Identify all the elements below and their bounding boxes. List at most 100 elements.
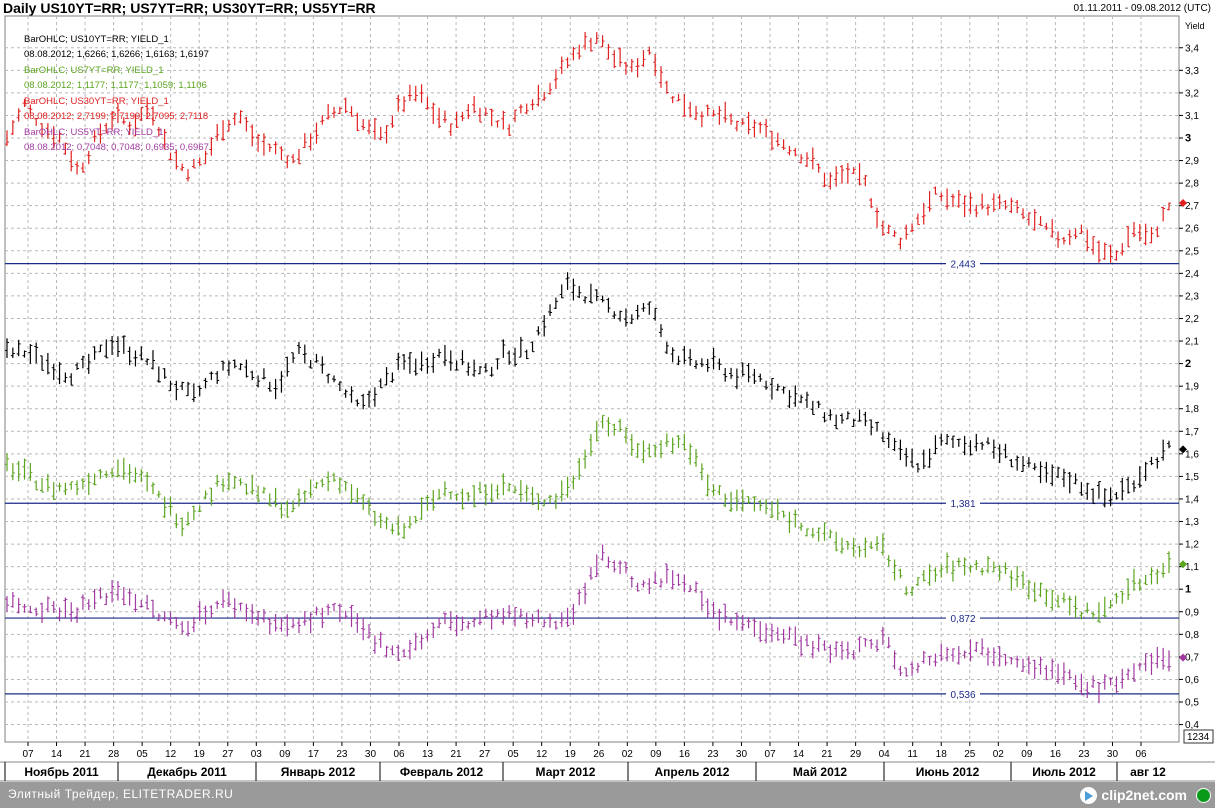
x-tick-label: 27 bbox=[479, 749, 491, 760]
x-tick-label: 13 bbox=[422, 749, 434, 760]
x-tick-label: 30 bbox=[1107, 749, 1119, 760]
x-tick-label: 16 bbox=[1050, 749, 1062, 760]
y-tick-label: 1,7 bbox=[1185, 427, 1199, 438]
reference-label: 2,443 bbox=[950, 260, 975, 271]
status-dot-icon bbox=[1196, 788, 1211, 803]
ohlc-chart[interactable]: 0,4 0,5 0,6 0,7 0,8 0,9 1 1,1 1,2 1,3 1,4 1,5 1,6 1,7… bbox=[0, 0, 1215, 782]
legend-series-values: 08.08.2012; 1,1177; 1,1177; 1,1059; 1,11… bbox=[24, 80, 207, 91]
month-label: Ноябрь 2011 bbox=[24, 765, 99, 779]
y-tick-label: 2,6 bbox=[1185, 224, 1199, 235]
month-label: авг 12 bbox=[1130, 765, 1166, 779]
volume-label: 1234 bbox=[1187, 732, 1210, 743]
reference-label: 1,381 bbox=[950, 499, 975, 510]
y-tick-label: 0,5 bbox=[1185, 698, 1199, 709]
y-tick-label: 1,9 bbox=[1185, 382, 1199, 393]
y-tick-label: 2,4 bbox=[1185, 269, 1199, 280]
y-tick-label: 3,2 bbox=[1185, 88, 1199, 99]
y-tick-label: 3 bbox=[1185, 133, 1191, 145]
series-us5 bbox=[5, 544, 1171, 704]
y-tick-label: 1,5 bbox=[1185, 472, 1199, 483]
series-us7 bbox=[5, 414, 1171, 623]
last-value-marker bbox=[1179, 445, 1187, 454]
legend-series-label: BarOHLC; US5YT=RR; YIELD_1 bbox=[24, 127, 163, 138]
y-tick-label: 2,8 bbox=[1185, 179, 1199, 190]
x-tick-label: 30 bbox=[365, 749, 377, 760]
date-range: 01.11.2011 - 09.08.2012 (UTC) bbox=[1073, 3, 1212, 14]
y-tick-label: 2,7 bbox=[1185, 201, 1199, 212]
y-tick-label: 2,3 bbox=[1185, 291, 1199, 302]
y-tick-label: 2,5 bbox=[1185, 246, 1199, 257]
x-axis: 07 14 21 28 05 12 19 27 03 09 17 23 30 06 13 21 27 05 12 19… bbox=[0, 742, 1215, 782]
x-tick-label: 19 bbox=[565, 749, 577, 760]
x-tick-label: 14 bbox=[793, 749, 805, 760]
x-tick-label: 04 bbox=[879, 749, 891, 760]
legend-series-values: 08.08.2012; 1,6266; 1,6266; 1,6163; 1,61… bbox=[24, 49, 209, 60]
x-tick-label: 28 bbox=[108, 749, 120, 760]
legend-series-label: BarOHLC; US7YT=RR; YIELD_1 bbox=[24, 65, 163, 76]
legend-series-values: 08.08.2012; 2,7199; 2,7199; 2,7095; 2,71… bbox=[24, 111, 208, 122]
reference-label-bg bbox=[946, 497, 980, 510]
y-tick-label: 2,9 bbox=[1185, 156, 1199, 167]
x-tick-label: 05 bbox=[508, 749, 520, 760]
y-tick-label: 3,4 bbox=[1185, 43, 1199, 54]
last-value-markers bbox=[1179, 199, 1187, 662]
reference-label: 0,536 bbox=[950, 690, 975, 701]
reference-label-bg bbox=[946, 687, 980, 700]
y-tick-label: 1,1 bbox=[1185, 562, 1199, 573]
y-tick-label: 0,4 bbox=[1185, 720, 1199, 731]
month-label: Июль 2012 bbox=[1032, 765, 1096, 779]
y-tick-label: 1,2 bbox=[1185, 540, 1199, 551]
y-tick-label: 0,6 bbox=[1185, 675, 1199, 686]
grid-lines bbox=[5, 16, 1179, 742]
x-tick-label: 23 bbox=[707, 749, 719, 760]
x-tick-label: 09 bbox=[650, 749, 662, 760]
x-tick-label: 27 bbox=[222, 749, 234, 760]
x-tick-label: 16 bbox=[679, 749, 691, 760]
month-label: Июнь 2012 bbox=[916, 765, 980, 779]
play-arrow-icon bbox=[1080, 786, 1098, 804]
x-tick-label: 23 bbox=[1078, 749, 1090, 760]
last-value-marker bbox=[1179, 653, 1187, 662]
legend: BarOHLC; US10YT=RR; YIELD_1 08.08.2012; 1… bbox=[24, 34, 209, 153]
chart-title: Daily US10YT=RR; US7YT=RR; US30YT=RR; US… bbox=[3, 0, 376, 16]
series-us10 bbox=[5, 272, 1171, 508]
x-tick-label: 05 bbox=[137, 749, 149, 760]
y-tick-label: 2,2 bbox=[1185, 314, 1199, 325]
reference-label-bg bbox=[946, 612, 980, 625]
x-tick-label: 17 bbox=[308, 749, 320, 760]
x-tick-label: 06 bbox=[1135, 749, 1147, 760]
x-tick-label: 02 bbox=[993, 749, 1005, 760]
legend-series-label: BarOHLC; US30YT=RR; YIELD_1 bbox=[24, 96, 169, 107]
footer-text: Элитный Трейдер, ELITETRADER.RU bbox=[8, 787, 234, 801]
x-tick-label: 09 bbox=[1021, 749, 1033, 760]
x-tick-label: 30 bbox=[736, 749, 748, 760]
x-tick-label: 12 bbox=[536, 749, 548, 760]
y-tick-label: 0,8 bbox=[1185, 630, 1199, 641]
clip2net-logo[interactable]: clip2net.com bbox=[1080, 785, 1187, 805]
x-tick-label: 12 bbox=[165, 749, 177, 760]
y-tick-label: 3,3 bbox=[1185, 66, 1199, 77]
y-tick-label: 1 bbox=[1185, 584, 1191, 596]
month-label: Май 2012 bbox=[793, 765, 848, 779]
y-tick-label: 2,1 bbox=[1185, 337, 1199, 348]
x-tick-label: 02 bbox=[622, 749, 634, 760]
y-tick-label: 1,6 bbox=[1185, 449, 1199, 460]
month-label: Декабрь 2011 bbox=[147, 765, 227, 779]
x-tick-label: 07 bbox=[764, 749, 776, 760]
x-tick-label: 03 bbox=[251, 749, 263, 760]
last-value-marker bbox=[1179, 560, 1187, 569]
month-label: Февраль 2012 bbox=[400, 765, 484, 779]
reference-lines: 2,443 1,381 0,872 0,536 bbox=[5, 257, 1179, 701]
y-axis-label: Yield bbox=[1185, 21, 1205, 31]
x-tick-label: 21 bbox=[451, 749, 463, 760]
x-tick-label: 19 bbox=[194, 749, 206, 760]
y-tick-label: 1,8 bbox=[1185, 404, 1199, 415]
last-value-marker bbox=[1179, 199, 1187, 208]
y-tick-label: 0,7 bbox=[1185, 652, 1199, 663]
y-axis: 0,4 0,5 0,6 0,7 0,8 0,9 1 1,1 1,2 1,3 1,4 1,5 1,6 1,7… bbox=[1179, 21, 1214, 744]
legend-series-values: 08.08.2012; 0,7048; 0,7048; 0,6935; 0,69… bbox=[24, 142, 209, 153]
x-tick-label: 11 bbox=[907, 749, 918, 760]
x-tick-label: 26 bbox=[593, 749, 605, 760]
y-tick-label: 0,9 bbox=[1185, 607, 1199, 618]
x-tick-label: 21 bbox=[80, 749, 92, 760]
